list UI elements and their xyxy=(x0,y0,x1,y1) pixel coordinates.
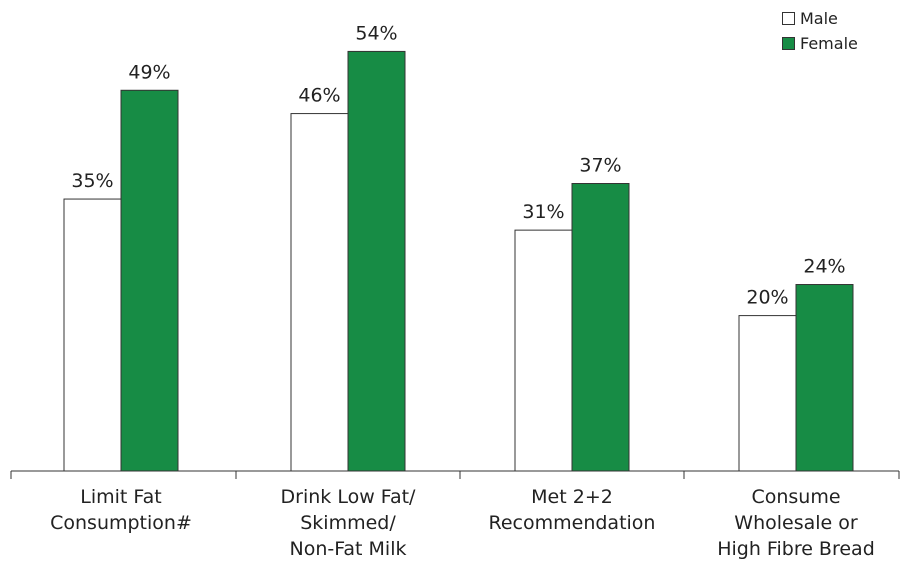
category-label-1-0: Drink Low Fat/ xyxy=(281,486,417,508)
data-label-male-3: 20% xyxy=(746,287,788,309)
data-label-female-3: 24% xyxy=(803,256,845,278)
category-label-3-1: Wholesale or xyxy=(734,512,858,534)
data-label-female-1: 54% xyxy=(355,22,397,44)
category-label-1-1: Skimmed/ xyxy=(300,512,396,534)
data-label-male-2: 31% xyxy=(522,201,564,223)
legend-swatch-female xyxy=(782,37,795,50)
data-label-female-0: 49% xyxy=(128,61,170,83)
category-label-3-0: Consume xyxy=(751,486,840,508)
bars-layer xyxy=(63,50,854,472)
category-label-2-0: Met 2+2 xyxy=(531,486,613,508)
x-axis xyxy=(10,470,900,479)
category-label-0-0: Limit Fat xyxy=(80,486,161,508)
category-label-1-2: Non-Fat Milk xyxy=(289,538,406,560)
data-label-female-2: 37% xyxy=(579,155,621,177)
bar-female-0 xyxy=(120,89,179,472)
legend-swatch-male xyxy=(782,12,795,25)
category-label-0-1: Consumption# xyxy=(50,512,192,534)
data-label-male-1: 46% xyxy=(298,85,340,107)
bar-male-1 xyxy=(290,113,349,472)
data-label-male-0: 35% xyxy=(71,170,113,192)
legend-label-female: Female xyxy=(800,34,858,53)
bar-male-0 xyxy=(63,198,122,472)
bar-male-2 xyxy=(514,229,573,472)
bar-female-1 xyxy=(347,50,406,472)
bar-female-2 xyxy=(571,183,630,472)
category-label-3-2: High Fibre Bread xyxy=(717,538,875,560)
bar-male-3 xyxy=(738,315,797,472)
category-label-2-1: Recommendation xyxy=(489,512,656,534)
labels-layer: 35% 49% Limit Fat Consumption# 46% 54% Drink L… xyxy=(50,22,875,560)
legend-item-female: Female xyxy=(782,31,858,56)
bar-female-3 xyxy=(795,284,854,472)
legend: Male Female xyxy=(782,6,858,56)
legend-label-male: Male xyxy=(800,9,838,28)
legend-item-male: Male xyxy=(782,6,858,31)
